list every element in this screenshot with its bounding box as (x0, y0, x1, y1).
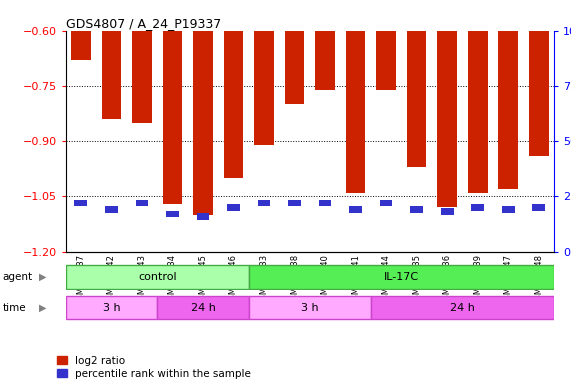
Bar (437, 31, 457, 207)
Text: IL-17C: IL-17C (384, 272, 419, 282)
Text: 24 h: 24 h (450, 303, 475, 313)
Text: 3 h: 3 h (301, 303, 319, 313)
FancyBboxPatch shape (66, 296, 157, 319)
Bar (196, 213, 210, 220)
Text: control: control (138, 272, 176, 282)
Bar (132, 31, 152, 123)
Bar (498, 31, 518, 189)
Bar (315, 31, 335, 89)
Bar (227, 204, 240, 211)
Bar (502, 206, 514, 213)
FancyBboxPatch shape (66, 265, 249, 289)
Bar (74, 200, 87, 206)
Text: agent: agent (3, 272, 33, 282)
Text: 3 h: 3 h (103, 303, 120, 313)
Bar (349, 206, 362, 213)
Bar (71, 31, 91, 60)
Bar (345, 31, 365, 193)
Text: time: time (3, 303, 26, 313)
Bar (529, 31, 549, 156)
FancyBboxPatch shape (371, 296, 554, 319)
Bar (468, 31, 488, 193)
Text: 24 h: 24 h (191, 303, 215, 313)
Bar (380, 200, 392, 206)
Text: ▶: ▶ (39, 303, 47, 313)
FancyBboxPatch shape (249, 296, 371, 319)
Bar (254, 31, 274, 145)
Bar (471, 204, 484, 211)
Bar (102, 31, 122, 119)
Text: GDS4807 / A_24_P19337: GDS4807 / A_24_P19337 (66, 17, 221, 30)
FancyBboxPatch shape (249, 265, 554, 289)
Bar (284, 31, 304, 104)
Bar (407, 31, 427, 167)
Bar (135, 200, 148, 206)
Bar (376, 31, 396, 89)
Bar (258, 200, 271, 206)
Text: ▶: ▶ (39, 272, 47, 282)
Bar (224, 31, 243, 178)
Bar (410, 206, 423, 213)
Legend: log2 ratio, percentile rank within the sample: log2 ratio, percentile rank within the s… (57, 356, 251, 379)
Bar (532, 204, 545, 211)
Bar (441, 209, 453, 215)
FancyBboxPatch shape (157, 296, 249, 319)
Bar (288, 200, 301, 206)
Bar (105, 206, 118, 213)
Bar (163, 31, 182, 204)
Bar (193, 31, 213, 215)
Bar (166, 211, 179, 217)
Bar (319, 200, 332, 206)
